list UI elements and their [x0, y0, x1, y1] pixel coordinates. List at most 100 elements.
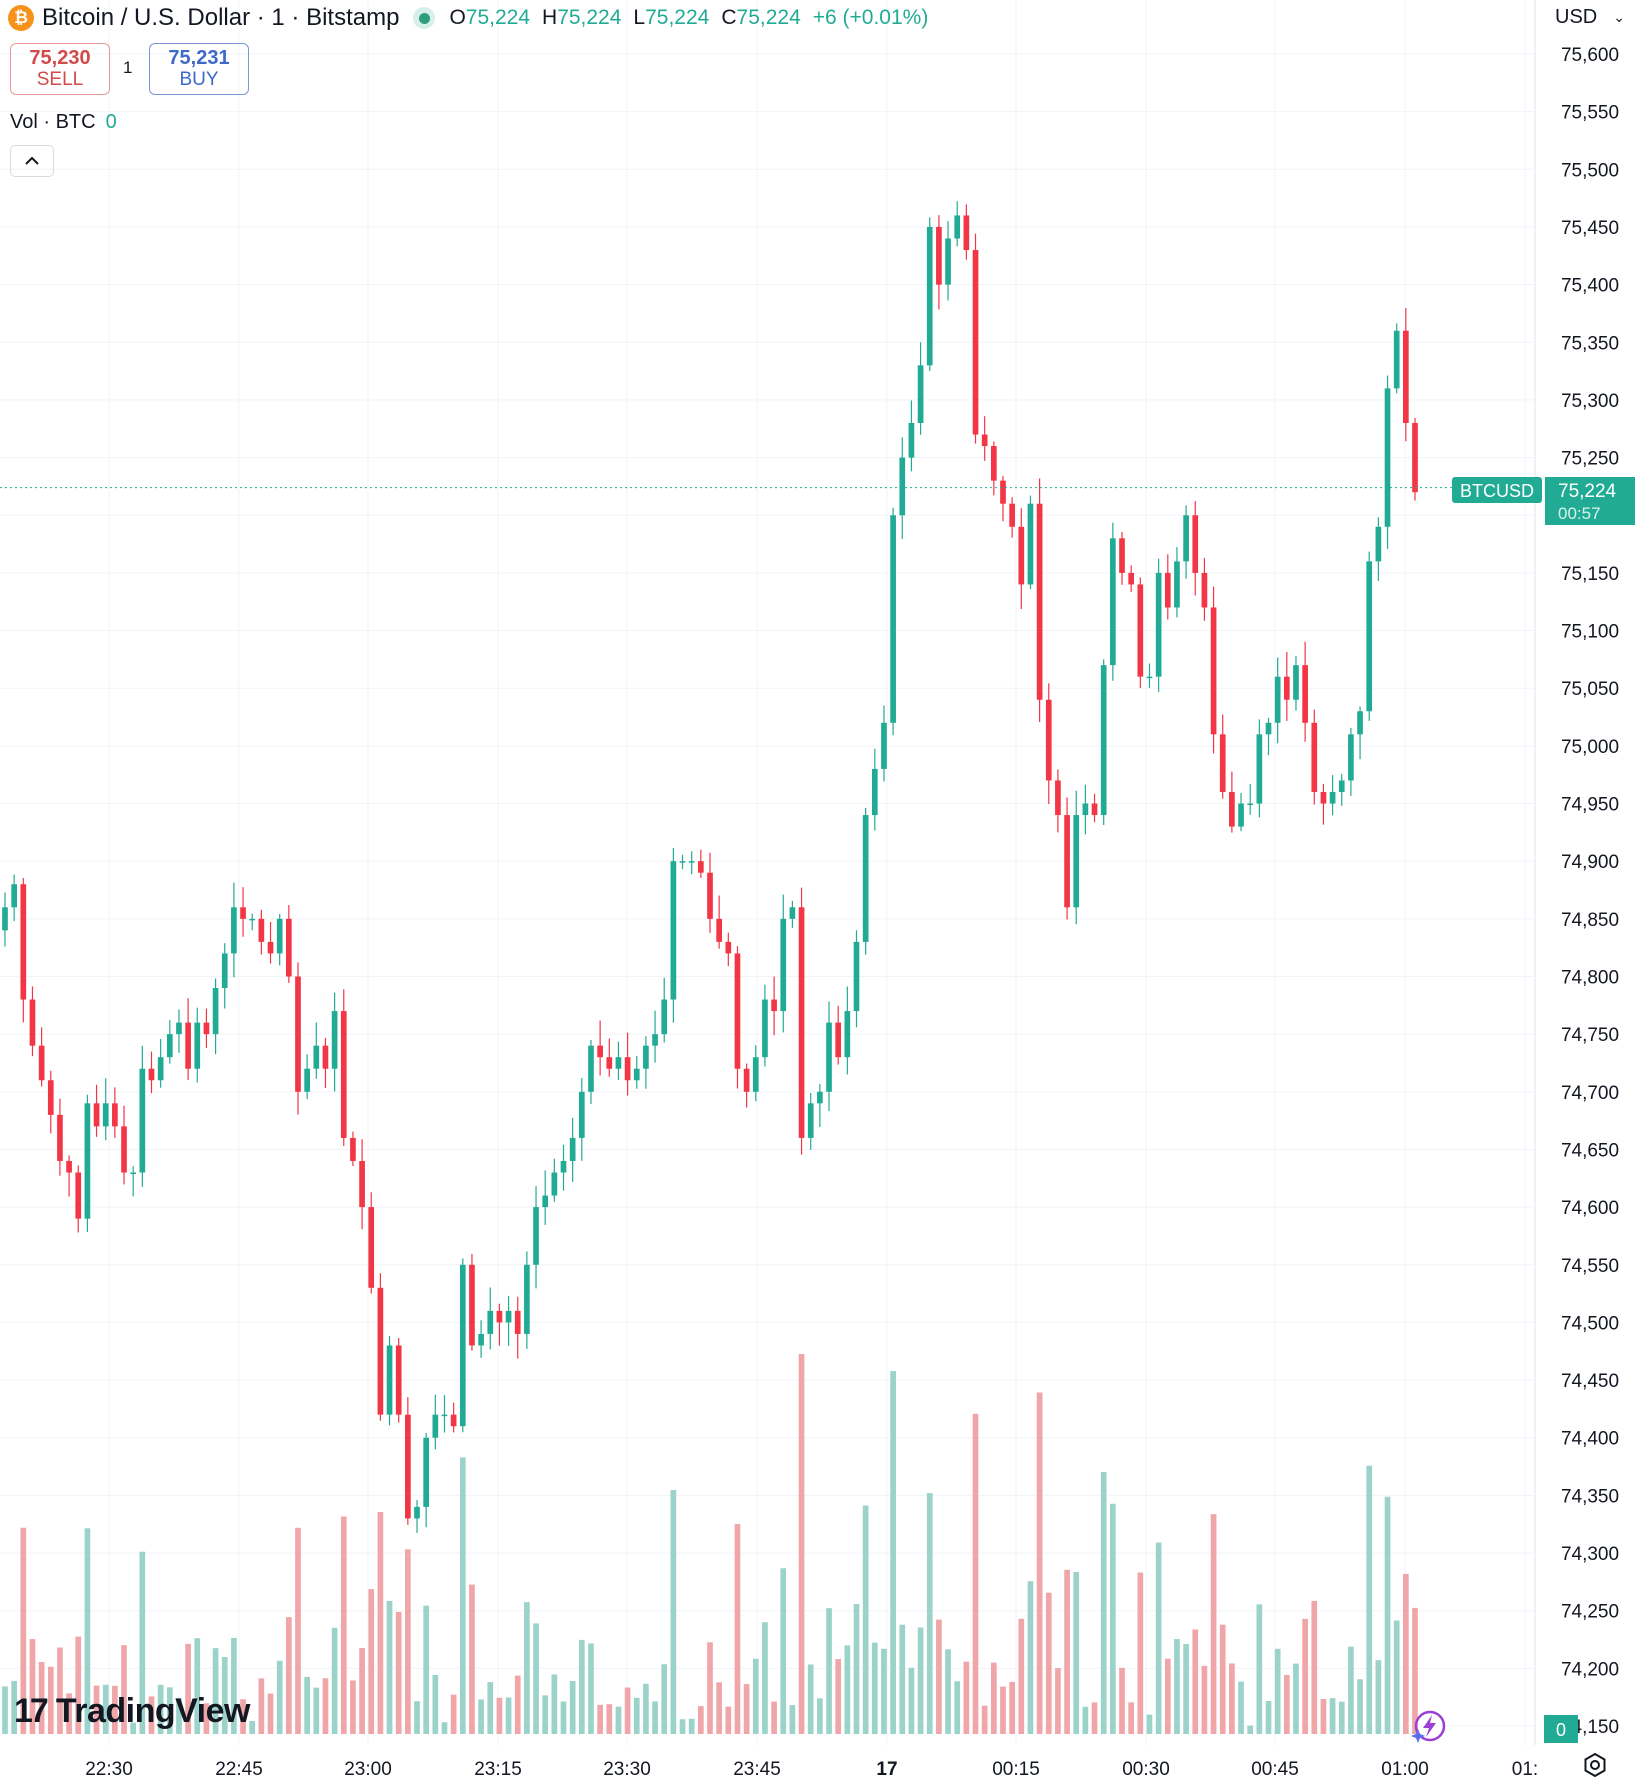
- buy-label: BUY: [179, 69, 219, 90]
- candle-body: [890, 515, 896, 723]
- open-value: 75,224: [465, 6, 531, 29]
- price-tag-bg: [1545, 477, 1635, 525]
- candle-body: [1091, 803, 1098, 816]
- candle-body: [981, 434, 988, 447]
- volume-bar: [624, 1687, 631, 1734]
- collapse-legend-button[interactable]: [10, 145, 54, 177]
- volume-bar: [1164, 1658, 1171, 1734]
- trade-quantity[interactable]: 1: [123, 58, 133, 77]
- volume-bar: [313, 1687, 320, 1734]
- volume-bar: [1384, 1496, 1391, 1734]
- time-tick: 23:30: [603, 1759, 651, 1780]
- candle-body: [862, 815, 869, 942]
- candle-body: [496, 1310, 503, 1323]
- candle-body: [1146, 676, 1153, 679]
- volume-bar: [469, 1584, 475, 1734]
- volume-bar: [606, 1704, 613, 1734]
- volume-bar: [862, 1505, 869, 1734]
- volume-bar: [569, 1680, 576, 1734]
- volume-bar: [981, 1705, 988, 1734]
- price-tick: 74,450: [1561, 1371, 1619, 1392]
- candle-body: [990, 446, 997, 481]
- candle-body: [1329, 791, 1336, 804]
- market-open-icon: [413, 7, 436, 29]
- time-axis[interactable]: 22:30 22:45 23:00 23:15 23:30 23:45 17 00:15 00:…: [85, 1759, 1538, 1780]
- volume-bar: [807, 1664, 814, 1734]
- candle-body: [826, 1022, 832, 1092]
- price-tick: 74,800: [1561, 967, 1619, 988]
- volume-bar: [1412, 1607, 1418, 1734]
- candle-body: [615, 1057, 622, 1069]
- volume-bar: [1027, 1581, 1034, 1734]
- candle-body: [478, 1333, 484, 1346]
- volume-label: Vol · BTC: [10, 111, 96, 133]
- candle-body: [166, 1034, 173, 1058]
- candle-body: [194, 1022, 201, 1069]
- tradingview-logo[interactable]: 17 TradingView: [14, 1692, 250, 1731]
- buy-button[interactable]: 75,231 BUY: [149, 43, 249, 95]
- candle-body: [459, 1264, 466, 1427]
- candle-body: [624, 1057, 631, 1081]
- volume-bar: [1137, 1572, 1144, 1734]
- volume-bar: [899, 1624, 906, 1734]
- candle-body: [1393, 330, 1400, 389]
- candle-body: [66, 1160, 72, 1173]
- price-tick: 74,900: [1561, 852, 1619, 873]
- volume-bar: [798, 1354, 805, 1734]
- candle-body: [1366, 561, 1373, 712]
- volume-bar: [84, 1528, 91, 1734]
- candle-body: [386, 1345, 393, 1415]
- volume-bar: [908, 1667, 915, 1734]
- volume-bar: [1009, 1681, 1015, 1734]
- candle-body: [1311, 722, 1318, 792]
- volume-bars: [2, 1354, 1418, 1734]
- volume-bar: [423, 1605, 430, 1734]
- volume-bar: [1403, 1573, 1409, 1734]
- volume-bar: [121, 1645, 127, 1734]
- volume-bar: [176, 1697, 182, 1734]
- candle-body: [1412, 422, 1418, 493]
- volume-legend: Vol · BTC 0: [10, 111, 117, 134]
- volume-bar: [707, 1642, 713, 1734]
- volume-bar: [432, 1674, 439, 1734]
- candle-body: [807, 1103, 814, 1138]
- candle-body: [29, 999, 36, 1046]
- sell-button[interactable]: 75,230 SELL: [10, 43, 110, 95]
- candle-body: [1110, 538, 1116, 666]
- price-axis[interactable]: 75,600 75,550 75,500 75,450 75,400 75,350 75,3…: [1561, 45, 1619, 1738]
- lightning-icon[interactable]: [1410, 1708, 1446, 1744]
- volume-bar: [276, 1660, 283, 1734]
- candle-body: [203, 1022, 210, 1035]
- volume-bar: [240, 1699, 246, 1734]
- price-tick: 75,500: [1561, 160, 1619, 181]
- volume-bar: [285, 1617, 292, 1734]
- volume-bar: [661, 1664, 668, 1734]
- candle-body: [2, 907, 8, 931]
- candle-body: [578, 1091, 585, 1138]
- candle-body: [1192, 515, 1199, 573]
- volume-bar: [1256, 1604, 1263, 1734]
- candle-body: [112, 1103, 118, 1127]
- candle-body: [881, 722, 887, 769]
- volume-bar: [1183, 1643, 1189, 1734]
- volume-bar: [743, 1684, 750, 1734]
- candle-body: [267, 941, 274, 954]
- volume-bar: [679, 1719, 686, 1734]
- current-price-label: BTCUSD 75,224 00:57: [1452, 477, 1635, 525]
- candle-body: [11, 884, 17, 908]
- settings-gear-icon[interactable]: [1582, 1752, 1608, 1778]
- volume-bar: [221, 1656, 228, 1734]
- candle-body: [1210, 607, 1217, 735]
- symbol-title[interactable]: Bitcoin / U.S. Dollar · 1 · Bitstamp: [42, 4, 400, 31]
- volume-bar: [1045, 1592, 1052, 1734]
- volume-bar: [487, 1682, 494, 1734]
- candle-body: [524, 1264, 530, 1334]
- candle-body: [752, 1057, 759, 1092]
- candle-body: [469, 1264, 475, 1346]
- currency-selector[interactable]: USD ⌄: [1555, 6, 1625, 29]
- volume-bar: [75, 1636, 82, 1734]
- price-tick: 75,600: [1561, 45, 1619, 66]
- candle-body: [295, 976, 301, 1092]
- volume-bar: [304, 1676, 310, 1734]
